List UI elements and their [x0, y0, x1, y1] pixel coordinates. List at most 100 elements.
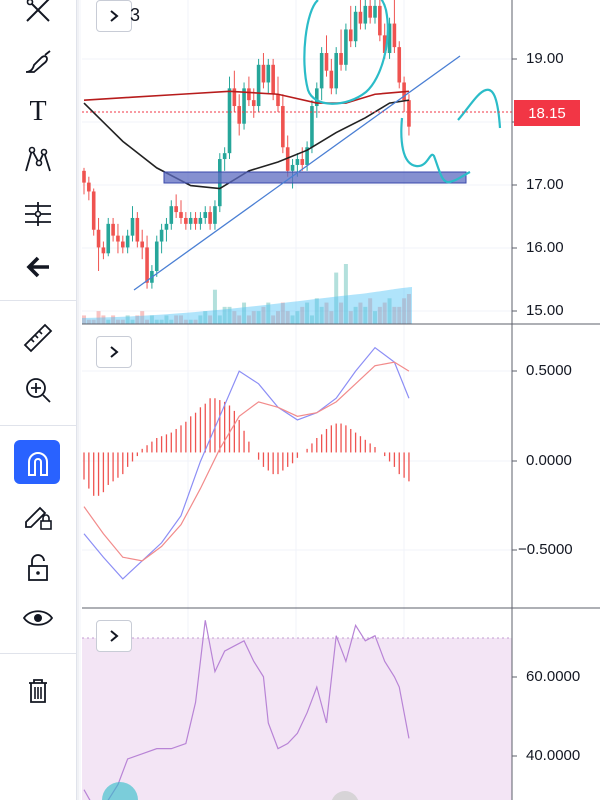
volume-bar	[319, 306, 324, 324]
volume-average-area	[82, 287, 412, 324]
zoom-in-tool[interactable]	[0, 366, 76, 414]
candle-body	[339, 53, 343, 65]
candle-body	[242, 88, 246, 124]
candle-body	[203, 212, 208, 218]
unlock-tool[interactable]	[0, 544, 76, 592]
candle-body	[111, 223, 115, 236]
volume-bar	[261, 306, 266, 324]
chevron-right-icon	[110, 630, 119, 642]
candle-body	[358, 11, 363, 24]
candle-body	[198, 217, 203, 224]
volume-bar	[135, 315, 140, 324]
candle-body	[348, 29, 353, 42]
volume-bar	[140, 311, 145, 324]
support-zone-rectangle[interactable]	[163, 171, 467, 184]
candle-body	[237, 106, 241, 124]
macd-series-line	[83, 361, 410, 562]
volume-bar	[324, 302, 329, 324]
candle-body	[222, 153, 227, 160]
back-arrow-tool[interactable]	[0, 243, 76, 291]
macd-tick-label: −0.5000	[518, 541, 573, 558]
volume-bar	[164, 315, 169, 324]
candle-body	[305, 147, 309, 165]
volume-bar	[169, 319, 174, 324]
projection-peak-drawing[interactable]	[457, 88, 502, 129]
moving-average-line	[83, 99, 410, 190]
candle-body	[116, 235, 120, 242]
candle-body	[251, 100, 256, 107]
highlight-oval-drawing[interactable]	[303, 0, 389, 105]
volume-bar	[358, 302, 363, 324]
candle-body	[154, 241, 159, 271]
volume-bars	[82, 264, 412, 324]
moving-average-line	[83, 90, 410, 104]
brush-icon	[25, 50, 51, 73]
toolbar-divider	[0, 425, 76, 426]
candle-body	[188, 217, 193, 224]
remove-drawings-tool[interactable]	[0, 666, 76, 714]
volume-bar	[130, 319, 135, 324]
rsi-line	[83, 620, 410, 800]
volume-bar	[183, 319, 188, 324]
zoom-in-icon	[26, 378, 51, 403]
candle-body	[91, 191, 96, 230]
text-tool[interactable]: T	[0, 86, 76, 134]
volume-bar	[300, 306, 305, 324]
rsi-band-background	[82, 638, 512, 800]
candle-body	[315, 88, 319, 107]
drawing-toolbar: T	[0, 0, 77, 800]
candlesticks	[82, 0, 411, 289]
bottom-overlay-logo	[102, 782, 359, 800]
candle-body	[353, 11, 358, 42]
chevron-right-icon	[110, 10, 119, 22]
volume-bar	[266, 302, 271, 324]
volume-bar	[159, 319, 164, 324]
hide-drawings-tool[interactable]	[0, 594, 76, 642]
volume-bar	[339, 302, 344, 324]
candle-body	[232, 88, 237, 107]
pattern-tool[interactable]	[0, 136, 76, 184]
rsi-pane-legend-toggle[interactable]	[96, 620, 132, 652]
volume-bar	[290, 315, 295, 324]
candle-body	[378, 5, 382, 36]
candle-body	[140, 241, 144, 248]
candle-body	[169, 206, 174, 224]
brush-tool[interactable]	[0, 38, 76, 86]
measure-forecast-icon	[25, 202, 51, 226]
candle-body	[261, 64, 266, 83]
projection-curve-drawing[interactable]	[400, 117, 471, 184]
candle-body	[179, 212, 183, 218]
toolbar-divider	[0, 653, 76, 654]
volume-bar	[329, 311, 334, 324]
cross-lines-tool[interactable]	[0, 0, 76, 34]
macd-tick-label: 0.5000	[526, 362, 572, 379]
volume-bar	[232, 311, 237, 324]
volume-bar	[251, 311, 256, 324]
ruler-icon	[23, 323, 53, 353]
volume-bar	[314, 298, 319, 324]
indicator-count: 3	[130, 5, 141, 25]
price-tick-label: 15.00	[526, 302, 564, 319]
ruler-tool[interactable]	[0, 314, 76, 362]
candle-body	[208, 212, 212, 224]
text-tool-icon: T	[29, 96, 46, 127]
measure-forecast-tool[interactable]	[0, 190, 76, 238]
lock-drawing-tool[interactable]	[0, 492, 76, 540]
last-price-badge: 18.15	[514, 100, 580, 126]
candle-body	[310, 106, 314, 148]
lock-drawing-pencil-icon	[25, 506, 52, 530]
candle-body	[135, 217, 140, 242]
volume-bar	[295, 311, 300, 324]
volume-bar	[402, 298, 407, 324]
magnet-tool[interactable]	[0, 440, 76, 488]
volume-bar	[120, 319, 125, 324]
macd-pane-legend-toggle[interactable]	[96, 336, 132, 368]
trend-line[interactable]	[133, 55, 461, 291]
candle-body	[193, 217, 198, 224]
volume-bar	[309, 315, 314, 324]
candle-body	[300, 159, 305, 165]
candle-body	[145, 247, 149, 283]
volume-bar	[106, 319, 111, 324]
price-pane-legend-toggle[interactable]	[96, 0, 132, 32]
